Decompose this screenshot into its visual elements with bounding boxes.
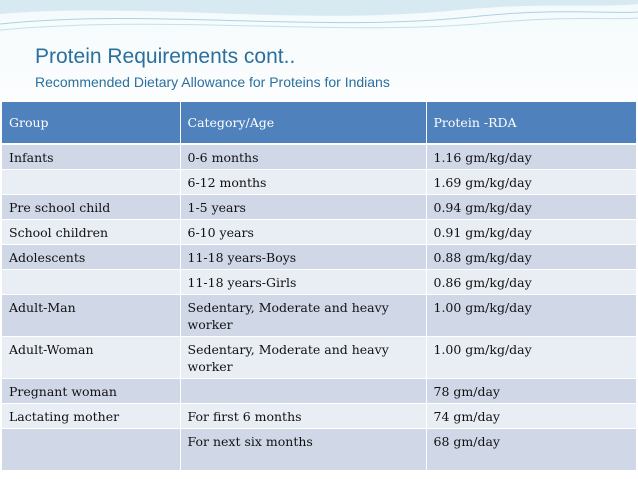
cell-group: [2, 169, 181, 195]
title-area: Protein Requirements cont.. Recommended …: [35, 44, 625, 92]
cell-category: For next six months: [180, 428, 427, 471]
table-row: 11-18 years-Girls 0.86 gm/kg/day: [2, 269, 636, 295]
cell-category: 11-18 years-Girls: [180, 269, 427, 295]
cell-rda: 0.86 gm/kg/day: [426, 269, 636, 295]
table-row: Adult-Woman Sedentary, Moderate and heav…: [2, 336, 636, 379]
cell-category: Sedentary, Moderate and heavy worker: [180, 336, 427, 379]
table-row: For next six months 68 gm/day: [2, 428, 636, 471]
cell-group: [2, 428, 181, 471]
cell-rda: 0.94 gm/kg/day: [426, 194, 636, 220]
cell-rda: 78 gm/day: [426, 378, 636, 404]
cell-rda: 0.91 gm/kg/day: [426, 219, 636, 245]
cell-group: Adult-Woman: [2, 336, 181, 379]
cell-category: 6-10 years: [180, 219, 427, 245]
table-row: Lactating mother For first 6 months 74 g…: [2, 403, 636, 429]
cell-group: Lactating mother: [2, 403, 181, 429]
slide-title: Protein Requirements cont..: [35, 45, 296, 68]
cell-category: For first 6 months: [180, 403, 427, 429]
cell-group: Adolescents: [2, 244, 181, 270]
cell-category: [180, 378, 427, 404]
rda-table: Group Category/Age Protein -RDA Infants …: [2, 102, 636, 471]
cell-rda: 68 gm/day: [426, 428, 636, 471]
cell-category: Sedentary, Moderate and heavy worker: [180, 294, 427, 337]
slide-subtitle: Recommended Dietary Allowance for Protei…: [35, 74, 390, 90]
header-category: Category/Age: [180, 102, 427, 145]
cell-rda: 74 gm/day: [426, 403, 636, 429]
cell-rda: 1.00 gm/kg/day: [426, 294, 636, 337]
table-row: Pre school child 1-5 years 0.94 gm/kg/da…: [2, 194, 636, 220]
table-row: 6-12 months 1.69 gm/kg/day: [2, 169, 636, 195]
header-rda: Protein -RDA: [426, 102, 636, 145]
cell-category: 0-6 months: [180, 144, 427, 170]
cell-rda: 0.88 gm/kg/day: [426, 244, 636, 270]
cell-group: Infants: [2, 144, 181, 170]
cell-rda: 1.00 gm/kg/day: [426, 336, 636, 379]
cell-rda: 1.69 gm/kg/day: [426, 169, 636, 195]
table-row: Infants 0-6 months 1.16 gm/kg/day: [2, 144, 636, 170]
table-row: Adolescents 11-18 years-Boys 0.88 gm/kg/…: [2, 244, 636, 270]
cell-category: 6-12 months: [180, 169, 427, 195]
cell-group: Pregnant woman: [2, 378, 181, 404]
table-row: Pregnant woman 78 gm/day: [2, 378, 636, 404]
table-header-row: Group Category/Age Protein -RDA: [2, 102, 636, 145]
cell-group: [2, 269, 181, 295]
cell-category: 1-5 years: [180, 194, 427, 220]
cell-group: Pre school child: [2, 194, 181, 220]
cell-rda: 1.16 gm/kg/day: [426, 144, 636, 170]
header-group: Group: [2, 102, 181, 145]
cell-category: 11-18 years-Boys: [180, 244, 427, 270]
table-row: School children 6-10 years 0.91 gm/kg/da…: [2, 219, 636, 245]
decorative-wave: [0, 0, 638, 31]
cell-group: School children: [2, 219, 181, 245]
table-row: Adult-Man Sedentary, Moderate and heavy …: [2, 294, 636, 337]
cell-group: Adult-Man: [2, 294, 181, 337]
